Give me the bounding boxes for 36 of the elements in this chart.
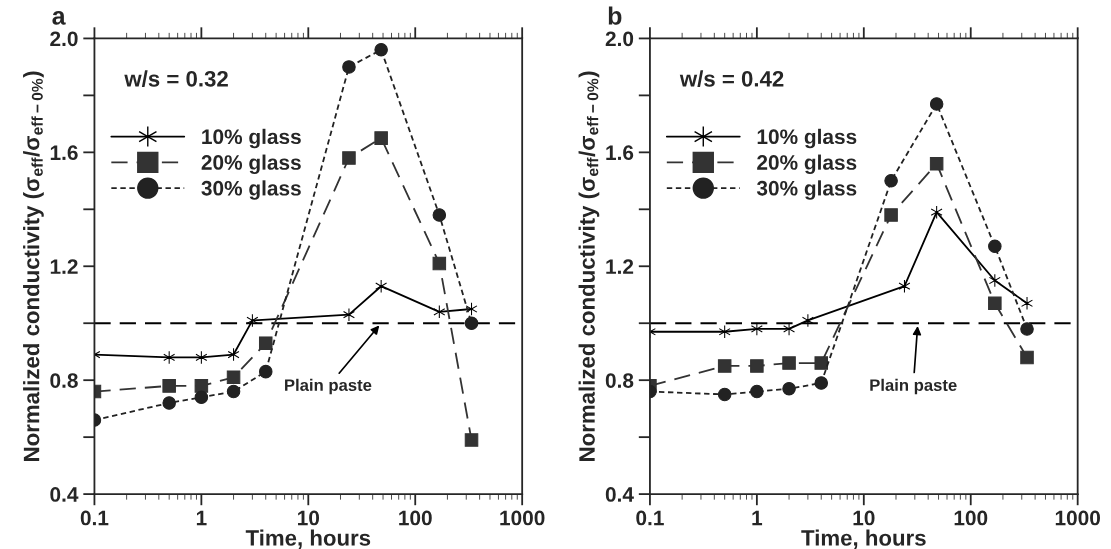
annotation: w/s = 0.42 <box>679 70 784 87</box>
y-tick-label: 1.2 <box>50 259 78 274</box>
y-axis-title: Normalized conductivity (σ$_{eff}$/σ$_{eff−0%}$) <box>23 71 44 461</box>
annotation: Plain paste <box>285 378 372 395</box>
x-axis-title: Time, hours <box>801 529 926 549</box>
legend-label: 10% glass <box>202 128 301 149</box>
chart-title: b <box>608 6 622 25</box>
x-tick-label: 1 <box>196 510 207 526</box>
y-tick-label: 1.6 <box>606 145 634 161</box>
x-tick-label: 100 <box>399 510 432 526</box>
x-tick-label: 100 <box>954 510 988 526</box>
y-tick-label: 0.4 <box>50 487 79 502</box>
x-tick-label: 1000 <box>1055 510 1100 526</box>
x-tick-label: 0.1 <box>80 510 109 526</box>
legend-label: 20% glass <box>201 154 301 175</box>
x-tick-label: 10 <box>853 510 875 526</box>
y-tick-label: 2.0 <box>50 31 78 47</box>
legend-label: 10% glass <box>757 128 857 149</box>
legend-label: 30% glass <box>756 180 857 200</box>
y-tick-label: 2.0 <box>605 31 634 47</box>
y-tick-label: 0.4 <box>605 487 634 502</box>
y-tick-label: 1.6 <box>50 145 78 161</box>
y-tick-label: 0.8 <box>50 373 78 388</box>
x-tick-label: 1000 <box>500 510 545 526</box>
annotation: w/s = 0.32 <box>124 70 228 87</box>
legend-label: 30% glass <box>201 180 301 200</box>
x-tick-label: 1 <box>752 510 763 526</box>
y-tick-label: 1.2 <box>606 259 634 274</box>
annotation: Plain paste <box>870 378 957 395</box>
x-tick-label: 0.1 <box>636 510 664 526</box>
y-axis-title: Normalized conductivity (σ$_{eff}$/σ$_{eff−0%}$) <box>578 71 600 461</box>
chart-title: a <box>52 11 66 25</box>
y-tick-label: 0.8 <box>605 373 634 388</box>
x-tick-label: 10 <box>298 510 320 526</box>
x-axis-title: Time, hours <box>245 529 371 549</box>
legend-label: 20% glass <box>757 154 857 175</box>
